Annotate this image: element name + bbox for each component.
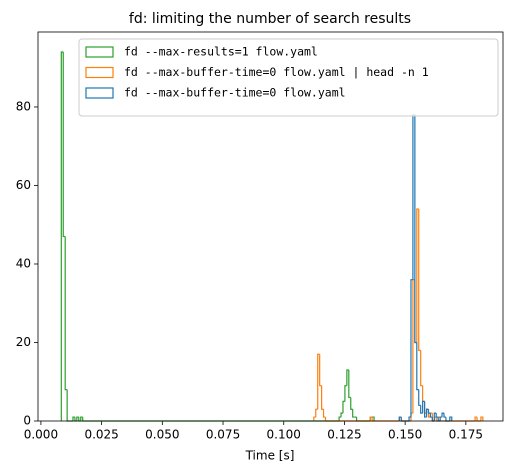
histogram-step <box>433 412 437 421</box>
histogram-step <box>346 369 349 386</box>
x-tick-label: 0.075 <box>206 428 240 442</box>
chart-title: fd: limiting the number of search result… <box>129 11 411 27</box>
y-tick-label: 0 <box>23 414 31 428</box>
legend-label: fd --max-results=1 flow.yaml <box>124 45 318 59</box>
histogram-step <box>348 369 351 399</box>
y-tick-label: 40 <box>16 256 31 270</box>
histogram-step <box>420 405 423 414</box>
x-tick-label: 0.125 <box>327 428 361 442</box>
histogram-step <box>422 400 425 414</box>
histogram-step <box>315 408 318 418</box>
histogram-step <box>369 416 373 421</box>
x-tick-label: 0.000 <box>24 428 58 442</box>
histogram-step <box>414 114 417 344</box>
histogram-step <box>418 389 421 406</box>
y-tick-label: 80 <box>16 99 31 113</box>
histogram-step <box>480 416 484 421</box>
x-tick-label: 0.150 <box>388 428 422 442</box>
histogram-step <box>443 413 446 418</box>
x-tick-label: 0.025 <box>84 428 118 442</box>
x-tick-label: 0.050 <box>145 428 179 442</box>
histogram-step <box>408 416 411 421</box>
histogram-step <box>423 401 427 418</box>
histogram-step <box>439 416 443 421</box>
legend-swatch <box>85 87 114 99</box>
legend-swatch <box>85 66 114 79</box>
legend-label: fd --max-buffer-time=0 flow.yaml | head … <box>124 65 429 79</box>
histogram-step <box>435 413 439 418</box>
histogram-step <box>321 385 324 410</box>
legend-label: fd --max-buffer-time=0 flow.yaml <box>124 86 346 100</box>
histogram-step <box>322 409 326 418</box>
histogram-step <box>344 385 347 402</box>
histogram-step <box>62 52 66 238</box>
histogram-step <box>410 279 413 418</box>
y-tick-label: 60 <box>16 178 31 192</box>
histogram-step <box>416 208 419 343</box>
x-axis-label: Time [s] <box>245 449 295 463</box>
histogram-step <box>427 409 431 414</box>
histogram-step <box>319 354 322 387</box>
histogram-step <box>416 342 419 391</box>
histogram-step <box>313 416 316 421</box>
histogram-step <box>80 416 83 421</box>
plot-frame <box>37 31 504 422</box>
histogram-step <box>418 209 421 351</box>
histogram-step <box>429 413 433 418</box>
x-tick-label: 0.100 <box>267 428 301 442</box>
legend-box <box>78 38 499 117</box>
x-tick-label: 0.175 <box>449 428 483 442</box>
histogram-step <box>64 236 68 391</box>
histogram-step <box>398 416 402 421</box>
histogram-step <box>420 350 423 387</box>
histogram-step <box>60 51 64 421</box>
histogram-step <box>372 416 375 421</box>
histogram-step <box>474 416 478 421</box>
histogram-step <box>72 416 75 421</box>
histogram-step <box>425 408 429 418</box>
histogram-step <box>449 416 453 421</box>
histogram-step <box>317 353 320 410</box>
legend-swatch <box>85 46 114 58</box>
histogram-step <box>350 397 353 410</box>
histogram-step <box>76 416 79 421</box>
histogram-step <box>342 400 345 414</box>
histogram-step <box>340 412 343 418</box>
histogram-step <box>338 416 342 421</box>
legend: fd --max-results=1 flow.yaml fd --max-buf… <box>78 38 499 117</box>
histogram-step <box>352 409 355 418</box>
y-tick-label: 20 <box>16 335 31 349</box>
histogram-step <box>441 412 444 418</box>
